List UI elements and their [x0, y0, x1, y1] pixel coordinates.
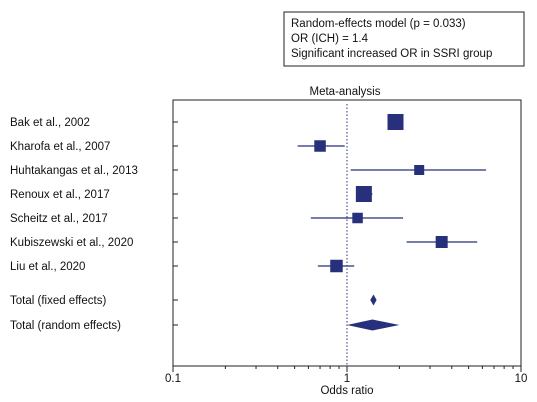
annotation-line-1: Random-effects model (p = 0.033): [291, 18, 466, 30]
annotation-box: [283, 11, 525, 67]
study-label: Kubiszewski et al., 2020: [10, 237, 133, 249]
study-effect-square: [414, 165, 425, 175]
summary-label: Total (random effects): [10, 320, 121, 332]
annotation-line-3: Significant increased OR in SSRI group: [291, 48, 492, 60]
chart-title: Meta-analysis: [310, 86, 381, 98]
study-label: Kharofa et al., 2007: [10, 141, 110, 153]
study-effect-square: [355, 186, 372, 202]
x-tick-label: 0.1: [165, 373, 181, 385]
study-label: Scheitz et al., 2017: [10, 213, 108, 225]
study-label: Renoux et al., 2017: [10, 189, 110, 201]
summary-label: Total (fixed effects): [10, 295, 106, 307]
summary-diamond: [370, 294, 377, 306]
x-tick-label: 10: [515, 373, 528, 385]
study-label: Bak et al., 2002: [10, 117, 90, 129]
study-label: Huhtakangas et al., 2013: [10, 165, 138, 177]
x-tick-label: 1: [344, 373, 350, 385]
study-effect-square: [352, 212, 363, 224]
annotation-line-2: OR (ICH) = 1.4: [291, 33, 369, 45]
study-effect-square: [314, 140, 326, 152]
study-effect-square: [435, 236, 448, 248]
study-effect-square: [387, 114, 404, 130]
study-label: Liu et al., 2020: [10, 261, 85, 273]
study-effect-square: [330, 259, 343, 273]
x-axis-title: Odds ratio: [320, 385, 373, 397]
summary-diamond: [347, 319, 400, 331]
